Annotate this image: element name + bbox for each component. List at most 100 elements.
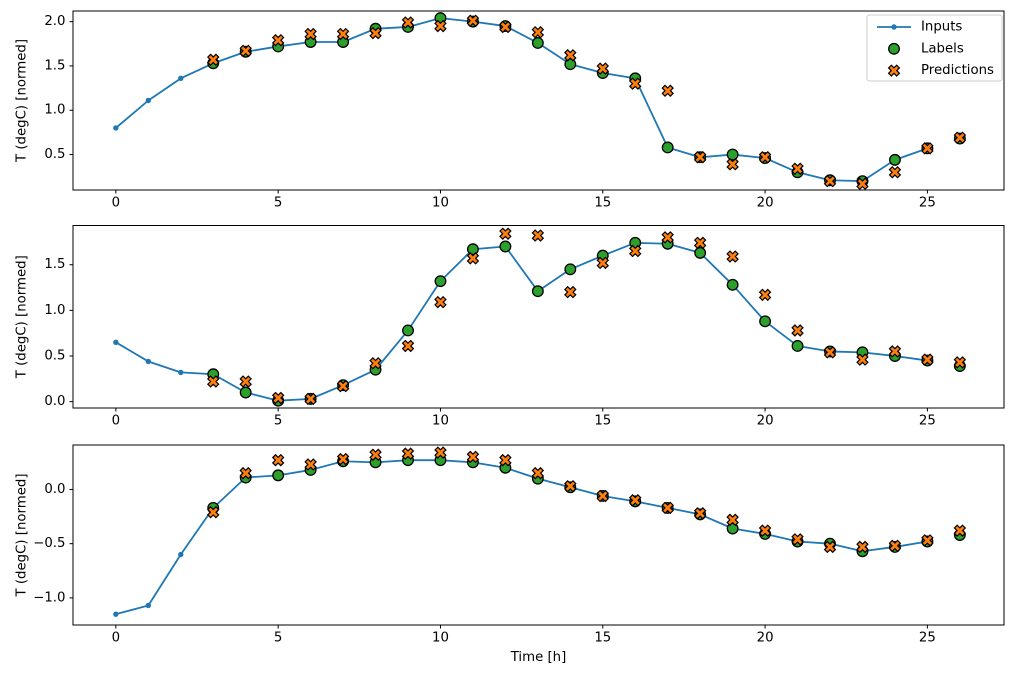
predictions-marker [791,533,804,546]
y-axis-label: T (degC) [normed] [15,255,30,379]
predictions-marker [239,44,252,58]
legend-label: Inputs [921,20,962,35]
predictions-series [206,227,967,406]
predictions-marker [888,166,902,179]
legend-x-sample [887,64,901,77]
predictions-marker [531,229,545,242]
x-axis-label: Time [h] [510,650,567,665]
inputs-marker [178,369,184,376]
predictions-marker [401,447,415,460]
labels-marker [791,340,804,352]
x-tick-label: 10 [432,630,449,645]
inputs-marker [178,75,184,82]
x-tick-label: 0 [112,195,120,210]
predictions-marker [466,14,480,28]
predictions-marker [856,353,869,366]
predictions-marker [499,20,512,34]
predictions-marker [239,375,252,388]
predictions-marker [921,534,934,547]
x-axis-ticks: 0 5 10 15 20 25 [112,625,936,645]
predictions-marker [628,244,642,258]
predictions-marker [206,375,220,388]
y-tick-label: 0.0 [44,482,65,497]
labels-marker [466,243,479,256]
predictions-marker [791,324,804,337]
y-axis-ticks: −1.0 −0.5 0.0 [33,482,73,605]
predictions-marker [564,285,577,299]
predictions-marker [304,27,317,41]
axes-spines [72,225,1005,409]
labels-marker [531,36,544,49]
y-tick-label: −1.0 [33,590,65,605]
predictions-marker [401,339,415,353]
predictions-marker [499,227,512,240]
legend-item-inputs: Inputs [877,20,962,35]
predictions-marker [628,494,642,507]
x-tick-label: 20 [757,413,774,428]
predictions-marker [499,453,512,467]
axes-spines [72,10,1005,191]
predictions-marker [726,250,739,263]
x-tick-label: 25 [919,195,936,210]
x-tick-label: 5 [274,195,282,210]
x-tick-label: 20 [757,195,774,210]
x-axis-ticks: 0 5 10 15 20 25 [112,190,936,210]
predictions-marker [564,49,577,62]
labels-marker [434,275,447,288]
y-tick-label: 0.5 [44,147,65,162]
predictions-series [206,14,967,191]
predictions-marker [628,77,642,90]
predictions-marker [693,150,707,164]
predictions-marker [336,27,350,41]
legend-item-labels: Labels [888,41,964,56]
predictions-marker [726,513,739,527]
y-tick-label: 0.0 [44,394,65,409]
x-tick-label: 10 [432,413,449,428]
legend-dot-sample [891,24,897,30]
labels-marker [239,386,252,399]
legend-circle-sample [888,42,900,55]
legend-item-predictions: Predictions [887,63,994,78]
predictions-marker [369,357,382,370]
predictions-marker [758,524,772,537]
inputs-marker [178,551,184,558]
y-tick-label: 2.0 [44,14,65,29]
legend: Inputs Labels Predictions [866,14,1003,82]
labels-marker [402,324,414,337]
labels-marker [694,246,707,259]
predictions-marker [434,446,447,459]
labels-marker [661,141,674,154]
predictions-marker [596,62,610,75]
x-axis-ticks: 0 5 10 15 20 25 [112,408,936,428]
predictions-marker [369,448,382,462]
predictions-marker [466,450,480,464]
predictions-marker [953,131,967,144]
predictions-series [206,446,967,554]
y-axis-label: T (degC) [normed] [15,473,30,597]
axes-spines [72,444,1005,626]
predictions-marker [596,489,610,503]
subplot-middle: 0 5 10 15 20 25 0.0 0.5 1.0 1.5 T (degC) [normed] [15,225,1005,428]
x-tick-label: 15 [594,413,611,428]
labels-marker [499,240,512,253]
predictions-marker [856,540,869,554]
x-tick-label: 0 [112,630,120,645]
x-tick-label: 20 [757,630,774,645]
predictions-marker [336,452,350,466]
predictions-marker [661,501,674,515]
predictions-marker [888,539,902,553]
predictions-marker [921,142,934,155]
predictions-marker [661,231,674,244]
predictions-marker [271,33,285,47]
y-tick-label: 1.5 [44,58,65,73]
predictions-marker [271,453,285,467]
x-tick-label: 10 [432,195,449,210]
inputs-marker [113,611,119,617]
predictions-marker [304,458,317,471]
predictions-marker [888,345,902,358]
predictions-marker [434,19,447,33]
inputs-marker [113,339,119,345]
predictions-marker [758,288,772,302]
